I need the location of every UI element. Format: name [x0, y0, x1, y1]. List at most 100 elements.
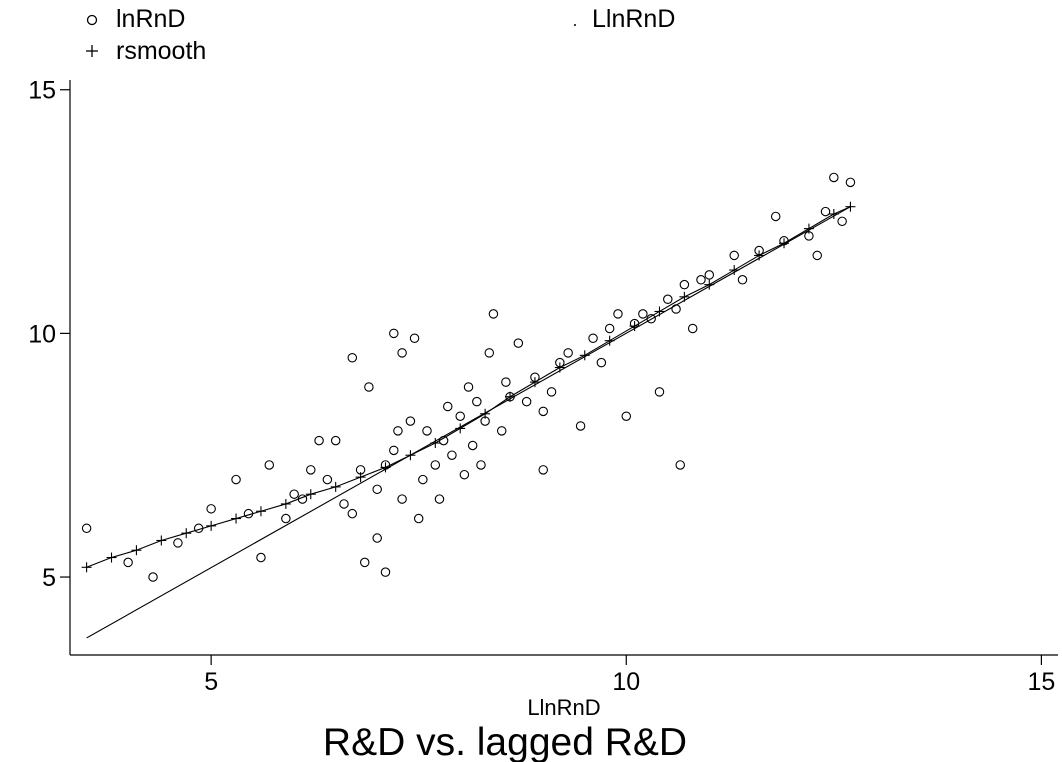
lnrnd-point [81, 523, 92, 534]
lnrnd-point [484, 348, 495, 358]
lnrnd-point [555, 357, 565, 368]
lnrnd-point [438, 435, 449, 446]
lnrnd-point [729, 250, 739, 261]
rsmooth-point [405, 450, 416, 461]
lnrnd-point [563, 348, 573, 358]
y-tick-label: 5 [42, 564, 56, 592]
lnrnd-point [812, 250, 822, 261]
lnrnd-point [355, 465, 366, 475]
x-tick-label: 5 [204, 668, 218, 696]
lnrnd-point [675, 460, 685, 470]
lnrnd-point [443, 401, 453, 412]
lnrnd-point [281, 513, 291, 524]
lnrnd-point [770, 211, 781, 222]
lnrnd-point [123, 557, 133, 568]
plot-area [81, 172, 856, 639]
rsmooth-point [729, 265, 740, 276]
lnrnd-point [364, 382, 374, 392]
lnrnd-point [621, 411, 632, 421]
lnrnd-point [704, 270, 715, 280]
lnrnd-point [467, 440, 478, 451]
lnrnd-point [206, 504, 216, 514]
lnrnd-point [306, 465, 316, 475]
lnrnd-point [480, 416, 490, 426]
legend-label-rsmooth: rsmooth [116, 37, 206, 65]
rsmooth-point [156, 535, 167, 546]
lnrnd-point [380, 567, 391, 577]
rsmooth-point [828, 209, 839, 220]
lnrnd-point [434, 494, 445, 504]
lnrnd-point [397, 348, 407, 358]
lnrnd-point [173, 538, 183, 548]
lnrnd-point [696, 275, 706, 285]
axes [69, 80, 1058, 656]
lnrnd-point [459, 469, 470, 480]
lnrnd-point [447, 450, 457, 460]
lnrnd-point [389, 445, 399, 456]
lnrnd-point [513, 338, 524, 348]
lnrnd-point [264, 460, 275, 470]
rsmooth-point [106, 552, 117, 563]
lnrnd-point [330, 435, 341, 446]
legend-marker-rsmooth [86, 45, 98, 57]
lnrnd-point [289, 489, 299, 499]
rsmooth-point [704, 279, 715, 290]
rsmooth-point [255, 506, 266, 517]
rsmooth-point [330, 481, 341, 492]
lnrnd-point [804, 231, 814, 241]
rsmooth-point [505, 391, 516, 402]
rsmooth-point [754, 250, 765, 261]
rsmooth-point [131, 545, 142, 556]
rsmooth-point [529, 377, 540, 388]
lnrnd-point [393, 426, 403, 436]
lnrnd-point [231, 474, 241, 485]
rsmooth-point [554, 362, 565, 373]
lnrnd-point [530, 372, 540, 382]
lnrnd-point [193, 523, 204, 534]
lnrnd-point [687, 323, 698, 334]
lnrnd-point [430, 460, 441, 470]
lnrnd-point [413, 513, 424, 524]
lnrnd-point [397, 494, 407, 504]
lnrnd-point [646, 314, 656, 324]
y-tick-label: 10 [28, 320, 56, 348]
rsmooth-point [455, 423, 466, 434]
lnrnd-point [596, 357, 607, 368]
lnrnd-point [496, 426, 507, 436]
lnrnd-point [372, 484, 382, 495]
rsmooth-point [81, 562, 92, 573]
x-axis-title: LlnRnD [527, 695, 600, 720]
legend-marker-llnrnd [574, 24, 576, 26]
lnrnd-point [476, 460, 486, 470]
lnrnd-point [820, 206, 831, 217]
series-llnrnd-line [86, 206, 851, 639]
lnrnd-point [422, 426, 432, 436]
lnrnd-point [588, 333, 598, 344]
lnrnd-point [671, 304, 681, 314]
rsmooth-point [604, 335, 615, 346]
legend-label-llnrnd: LlnRnD [592, 5, 675, 33]
lnrnd-point [837, 216, 847, 227]
lnrnd-point [629, 318, 640, 329]
lnrnd-point [297, 494, 308, 504]
lnrnd-point [455, 411, 465, 421]
lnrnd-point [314, 435, 324, 446]
lnrnd-point [405, 416, 416, 426]
rsmooth-point [206, 520, 217, 531]
legend-label-lnrnd: lnRnD [116, 5, 185, 33]
lnrnd-point [148, 572, 158, 582]
lnrnd-point [463, 382, 474, 392]
lnrnd-point [409, 333, 420, 344]
legend-marker-lnrnd [86, 14, 98, 26]
lnrnd-point [829, 172, 839, 183]
x-tick-label: 15 [1027, 668, 1055, 696]
series-rsmooth-line [86, 206, 851, 568]
rsmooth-point [181, 528, 192, 539]
lnrnd-point [538, 406, 548, 417]
lnrnd-point [488, 309, 499, 319]
rsmooth-point [654, 306, 665, 317]
rsmooth-point [430, 438, 441, 449]
lnrnd-point [505, 391, 515, 402]
lnrnd-point [679, 279, 690, 290]
